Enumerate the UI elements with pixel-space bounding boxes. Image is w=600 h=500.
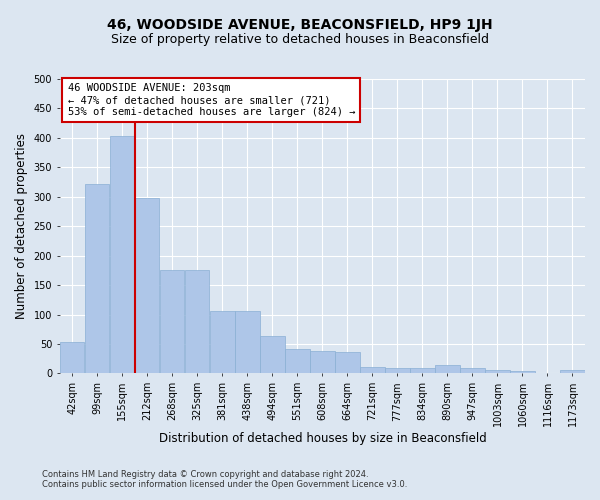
Bar bbox=[135, 198, 160, 374]
X-axis label: Distribution of detached houses by size in Beaconsfield: Distribution of detached houses by size … bbox=[158, 432, 486, 445]
Bar bbox=[485, 370, 509, 374]
Bar bbox=[360, 367, 385, 374]
Bar bbox=[210, 311, 235, 374]
Bar bbox=[260, 336, 284, 374]
Bar bbox=[60, 342, 85, 374]
Bar bbox=[160, 270, 184, 374]
Y-axis label: Number of detached properties: Number of detached properties bbox=[15, 133, 28, 319]
Bar bbox=[436, 364, 460, 374]
Bar bbox=[385, 368, 410, 374]
Bar bbox=[560, 370, 584, 374]
Bar bbox=[235, 311, 260, 374]
Text: 46 WOODSIDE AVENUE: 203sqm
← 47% of detached houses are smaller (721)
53% of sem: 46 WOODSIDE AVENUE: 203sqm ← 47% of deta… bbox=[68, 84, 355, 116]
Bar bbox=[285, 348, 310, 374]
Bar bbox=[335, 352, 359, 374]
Text: 46, WOODSIDE AVENUE, BEACONSFIELD, HP9 1JH: 46, WOODSIDE AVENUE, BEACONSFIELD, HP9 1… bbox=[107, 18, 493, 32]
Bar bbox=[85, 184, 109, 374]
Bar bbox=[460, 368, 485, 374]
Bar bbox=[110, 136, 134, 374]
Bar bbox=[410, 368, 434, 374]
Bar bbox=[535, 373, 560, 374]
Text: Size of property relative to detached houses in Beaconsfield: Size of property relative to detached ho… bbox=[111, 32, 489, 46]
Text: Contains HM Land Registry data © Crown copyright and database right 2024.: Contains HM Land Registry data © Crown c… bbox=[42, 470, 368, 479]
Bar bbox=[310, 351, 335, 374]
Bar bbox=[511, 371, 535, 374]
Bar bbox=[185, 270, 209, 374]
Text: Contains public sector information licensed under the Open Government Licence v3: Contains public sector information licen… bbox=[42, 480, 407, 489]
